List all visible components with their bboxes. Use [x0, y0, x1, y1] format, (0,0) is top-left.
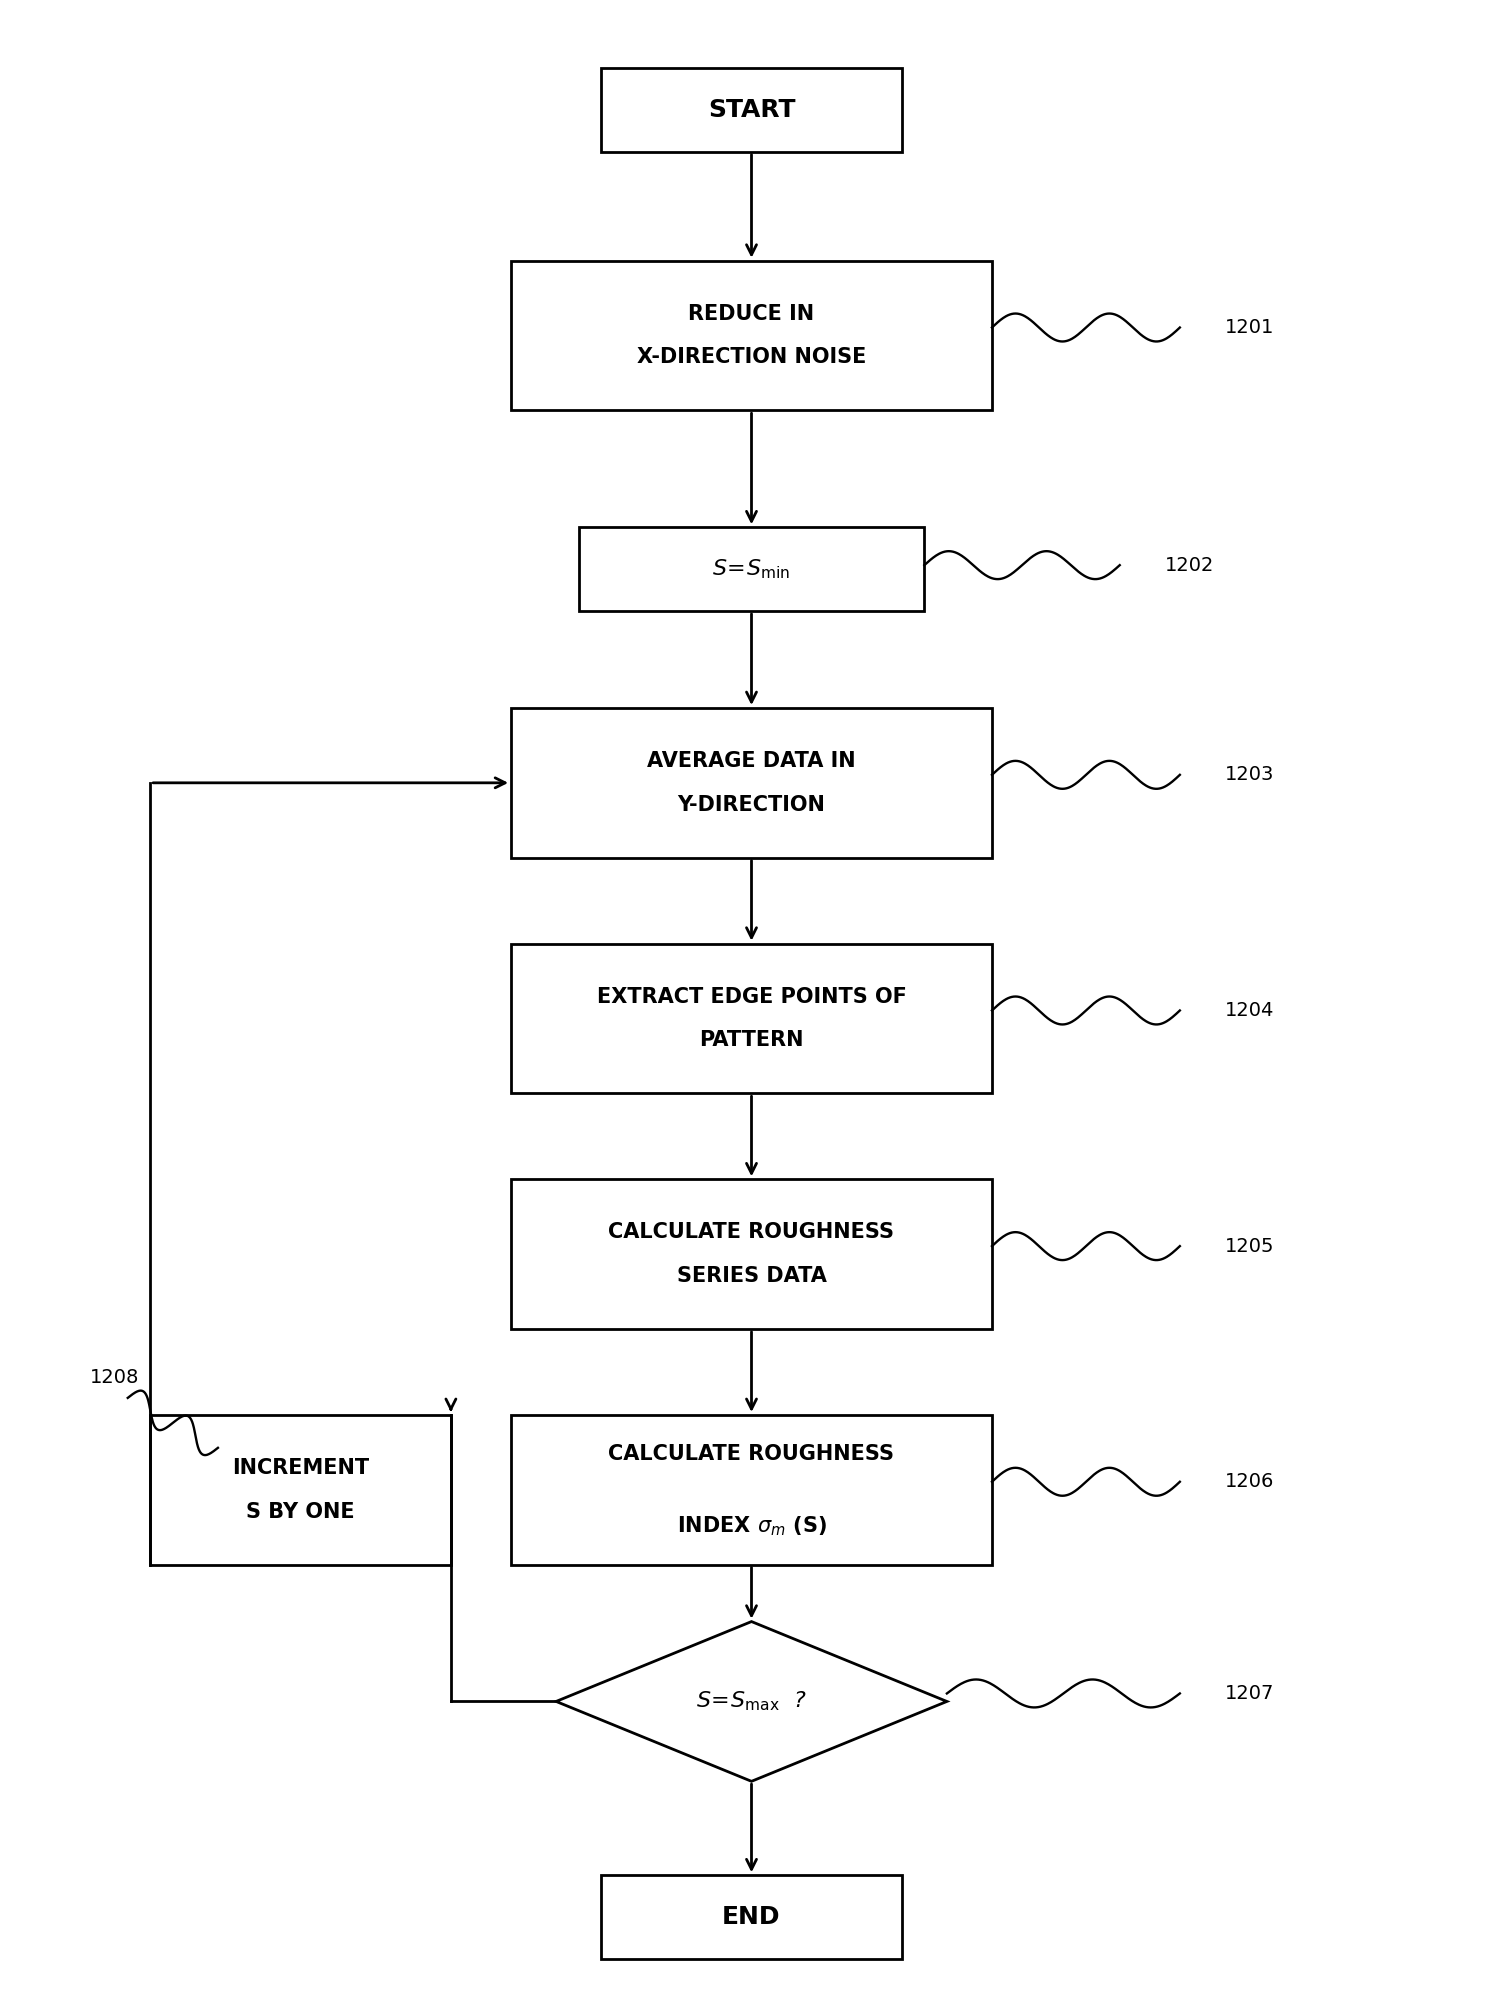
Text: END: END	[723, 1905, 780, 1929]
Text: 1206: 1206	[1225, 1472, 1275, 1492]
FancyBboxPatch shape	[511, 262, 992, 411]
Text: START: START	[708, 98, 795, 122]
Text: CALCULATE ROUGHNESS: CALCULATE ROUGHNESS	[609, 1222, 894, 1242]
FancyBboxPatch shape	[511, 709, 992, 859]
Text: 1204: 1204	[1225, 1000, 1275, 1020]
Polygon shape	[556, 1622, 947, 1781]
Text: X-DIRECTION NOISE: X-DIRECTION NOISE	[637, 347, 866, 367]
Text: INDEX $\sigma_m$ (S): INDEX $\sigma_m$ (S)	[676, 1514, 827, 1538]
FancyBboxPatch shape	[150, 1414, 451, 1566]
FancyBboxPatch shape	[511, 945, 992, 1094]
Text: 1201: 1201	[1225, 318, 1275, 337]
Text: PATTERN: PATTERN	[699, 1030, 804, 1050]
Text: Y-DIRECTION: Y-DIRECTION	[678, 795, 825, 815]
FancyBboxPatch shape	[601, 68, 902, 152]
FancyBboxPatch shape	[511, 1178, 992, 1330]
Text: 1208: 1208	[90, 1368, 140, 1388]
Text: $S\!=\!S_{\min}$: $S\!=\!S_{\min}$	[712, 557, 791, 581]
Text: EXTRACT EDGE POINTS OF: EXTRACT EDGE POINTS OF	[597, 987, 906, 1006]
Text: $S\!=\!S_{\max}$  ?: $S\!=\!S_{\max}$ ?	[696, 1689, 807, 1713]
Text: 1207: 1207	[1225, 1683, 1275, 1703]
Text: CALCULATE ROUGHNESS: CALCULATE ROUGHNESS	[609, 1444, 894, 1464]
Text: 1205: 1205	[1225, 1236, 1275, 1256]
Text: INCREMENT: INCREMENT	[231, 1458, 370, 1478]
Text: REDUCE IN: REDUCE IN	[688, 304, 815, 324]
Text: SERIES DATA: SERIES DATA	[676, 1266, 827, 1286]
FancyBboxPatch shape	[511, 1414, 992, 1566]
FancyBboxPatch shape	[601, 1875, 902, 1959]
Text: S BY ONE: S BY ONE	[246, 1502, 355, 1522]
FancyBboxPatch shape	[579, 527, 924, 611]
Text: 1203: 1203	[1225, 765, 1275, 785]
Text: 1202: 1202	[1165, 555, 1214, 575]
Text: AVERAGE DATA IN: AVERAGE DATA IN	[648, 751, 855, 771]
